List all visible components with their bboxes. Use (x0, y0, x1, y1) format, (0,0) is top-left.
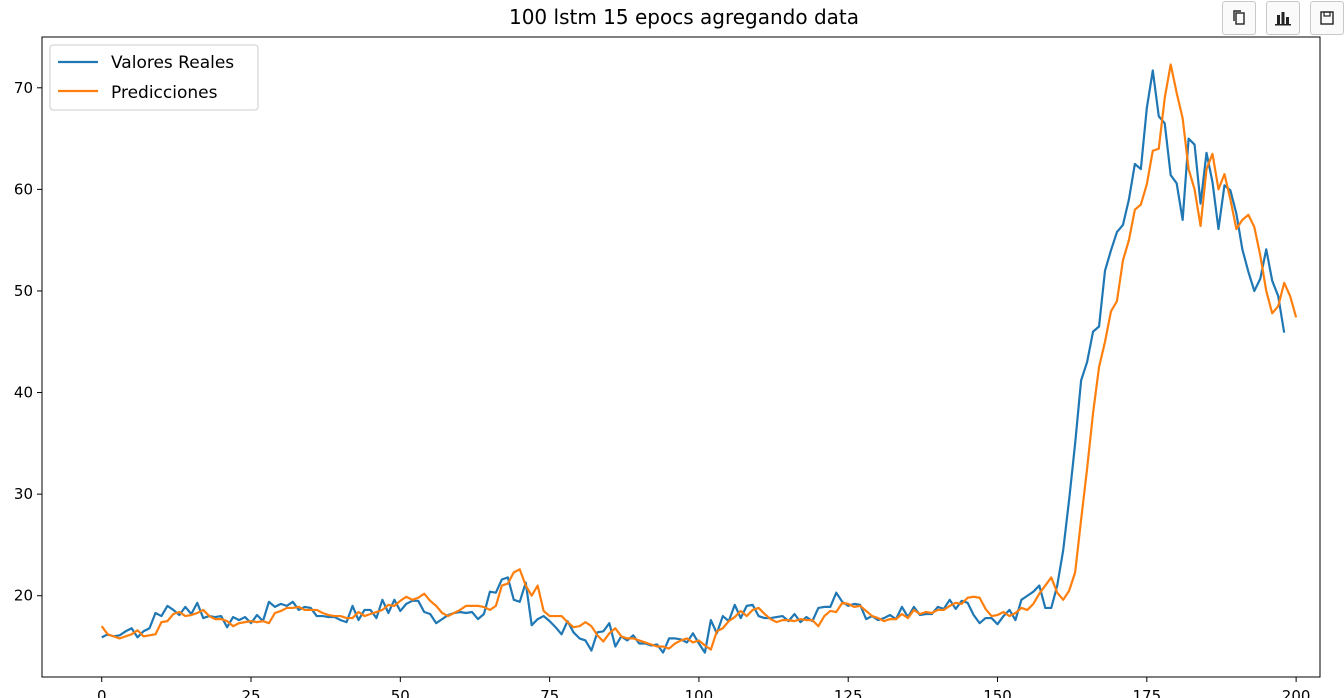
y-tick-label: 70 (14, 79, 33, 97)
x-tick-label: 50 (391, 687, 410, 698)
y-tick-label: 40 (14, 384, 33, 402)
x-tick-label: 25 (241, 687, 260, 698)
plot-frame (41, 36, 1321, 678)
floppy-disk-icon (1320, 11, 1334, 25)
x-tick-label: 0 (97, 687, 107, 698)
y-tick-label: 30 (14, 485, 33, 503)
legend-label-predicciones: Predicciones (111, 83, 218, 103)
x-tick-label: 125 (834, 687, 863, 698)
x-tick-label: 100 (685, 687, 714, 698)
chart-button[interactable] (1266, 1, 1300, 35)
copy-button[interactable] (1222, 1, 1256, 35)
legend: Valores Reales Predicciones (49, 44, 259, 111)
legend-box (49, 44, 259, 111)
y-tick-label: 60 (14, 180, 33, 198)
x-tick-label: 75 (540, 687, 559, 698)
bar-chart-icon (1275, 12, 1291, 26)
y-tick-label: 50 (14, 282, 33, 300)
y-tick-label: 20 (14, 587, 33, 605)
series-line-predicciones (100, 63, 1298, 651)
chart-title: 100 lstm 15 epocs agregando data (509, 5, 859, 29)
copy-icon (1233, 10, 1245, 25)
x-tick-label: 200 (1282, 687, 1311, 698)
legend-label-valores-reales: Valores Reales (111, 53, 234, 73)
x-tick-label: 150 (983, 687, 1012, 698)
series-line-valores-reales (101, 69, 1286, 654)
toolbar (1212, 1, 1344, 35)
save-button[interactable] (1310, 1, 1344, 35)
x-tick-label: 175 (1132, 687, 1161, 698)
